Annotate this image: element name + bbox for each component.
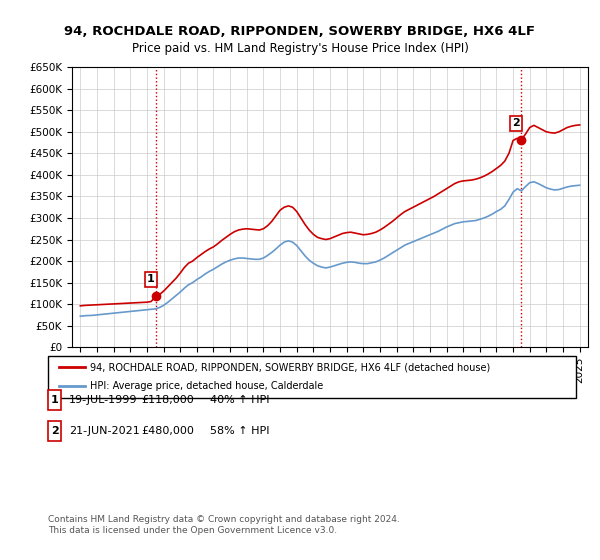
Text: Contains HM Land Registry data © Crown copyright and database right 2024.
This d: Contains HM Land Registry data © Crown c… xyxy=(48,515,400,535)
Text: HPI: Average price, detached house, Calderdale: HPI: Average price, detached house, Cald… xyxy=(90,381,323,391)
Text: £480,000: £480,000 xyxy=(141,426,194,436)
Text: 94, ROCHDALE ROAD, RIPPONDEN, SOWERBY BRIDGE, HX6 4LF (detached house): 94, ROCHDALE ROAD, RIPPONDEN, SOWERBY BR… xyxy=(90,362,490,372)
Text: 19-JUL-1999: 19-JUL-1999 xyxy=(69,395,137,405)
Text: 40% ↑ HPI: 40% ↑ HPI xyxy=(210,395,269,405)
Text: Price paid vs. HM Land Registry's House Price Index (HPI): Price paid vs. HM Land Registry's House … xyxy=(131,42,469,55)
FancyBboxPatch shape xyxy=(48,356,576,398)
Text: 1: 1 xyxy=(147,274,155,284)
Text: 2: 2 xyxy=(512,118,520,128)
Text: 1: 1 xyxy=(51,395,58,405)
Text: 21-JUN-2021: 21-JUN-2021 xyxy=(69,426,140,436)
Text: 58% ↑ HPI: 58% ↑ HPI xyxy=(210,426,269,436)
Text: £118,000: £118,000 xyxy=(141,395,194,405)
Text: 94, ROCHDALE ROAD, RIPPONDEN, SOWERBY BRIDGE, HX6 4LF: 94, ROCHDALE ROAD, RIPPONDEN, SOWERBY BR… xyxy=(65,25,536,38)
Text: 2: 2 xyxy=(51,426,58,436)
